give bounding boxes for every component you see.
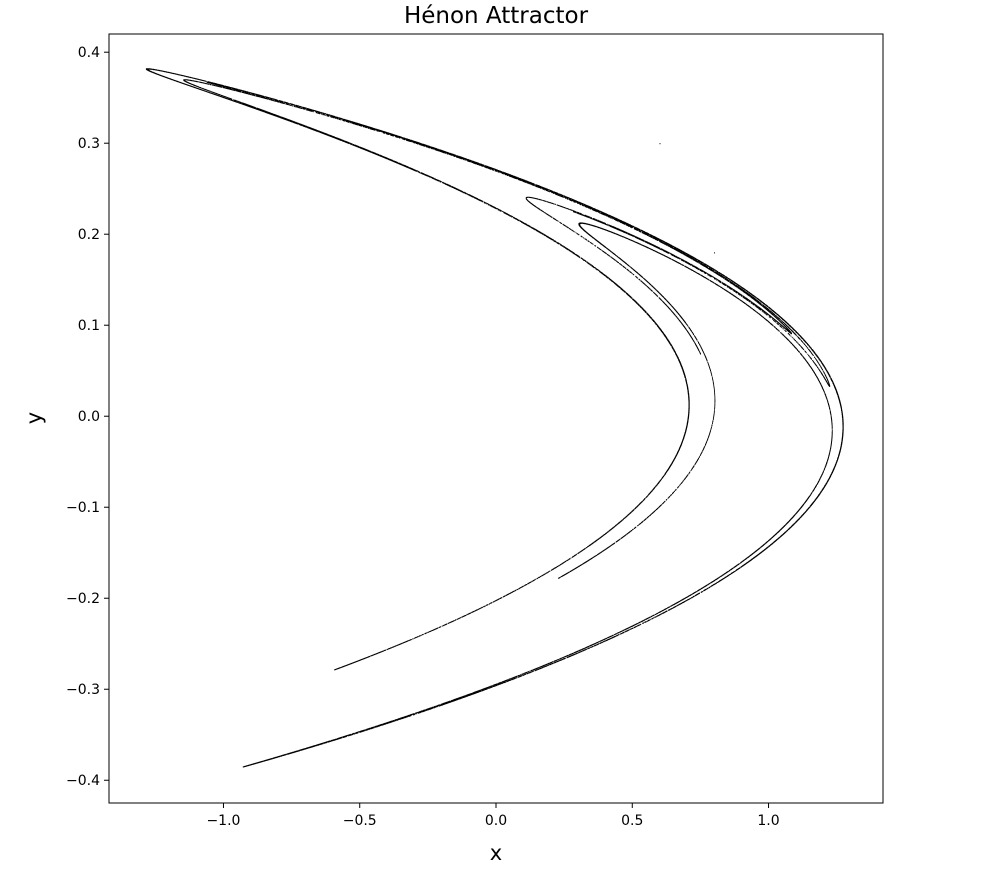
y-tick-label: −0.2 [66, 591, 100, 607]
y-axis-ticks: −0.4 −0.3 −0.2 −0.1 0.0 0.1 0.2 0.3 0.4 [66, 45, 109, 789]
x-tick-label: 0.5 [621, 813, 643, 829]
y-axis-label: y [22, 412, 46, 424]
y-tick-label: −0.1 [66, 500, 100, 516]
y-tick-label: −0.4 [66, 773, 100, 789]
x-tick-label: −0.5 [343, 813, 377, 829]
x-tick-label: 0.0 [485, 813, 507, 829]
chart-title: Hénon Attractor [404, 3, 589, 29]
x-axis-ticks: −1.0 −0.5 0.0 0.5 1.0 [206, 803, 780, 829]
x-axis-label: x [490, 841, 502, 865]
stray-point [714, 252, 715, 254]
plot-frame [108, 33, 884, 804]
y-tick-label: −0.3 [66, 682, 100, 698]
y-tick-label: 0.3 [78, 136, 100, 152]
stray-point [659, 143, 661, 145]
y-tick-label: 0.2 [78, 227, 100, 243]
x-tick-label: 1.0 [757, 813, 779, 829]
y-tick-label: 0.4 [78, 45, 100, 61]
y-tick-label: 0.0 [78, 409, 100, 425]
attractor-points [145, 68, 844, 768]
attractor-point-cloud [145, 68, 844, 768]
y-tick-label: 0.1 [78, 318, 100, 334]
x-tick-label: −1.0 [206, 813, 240, 829]
